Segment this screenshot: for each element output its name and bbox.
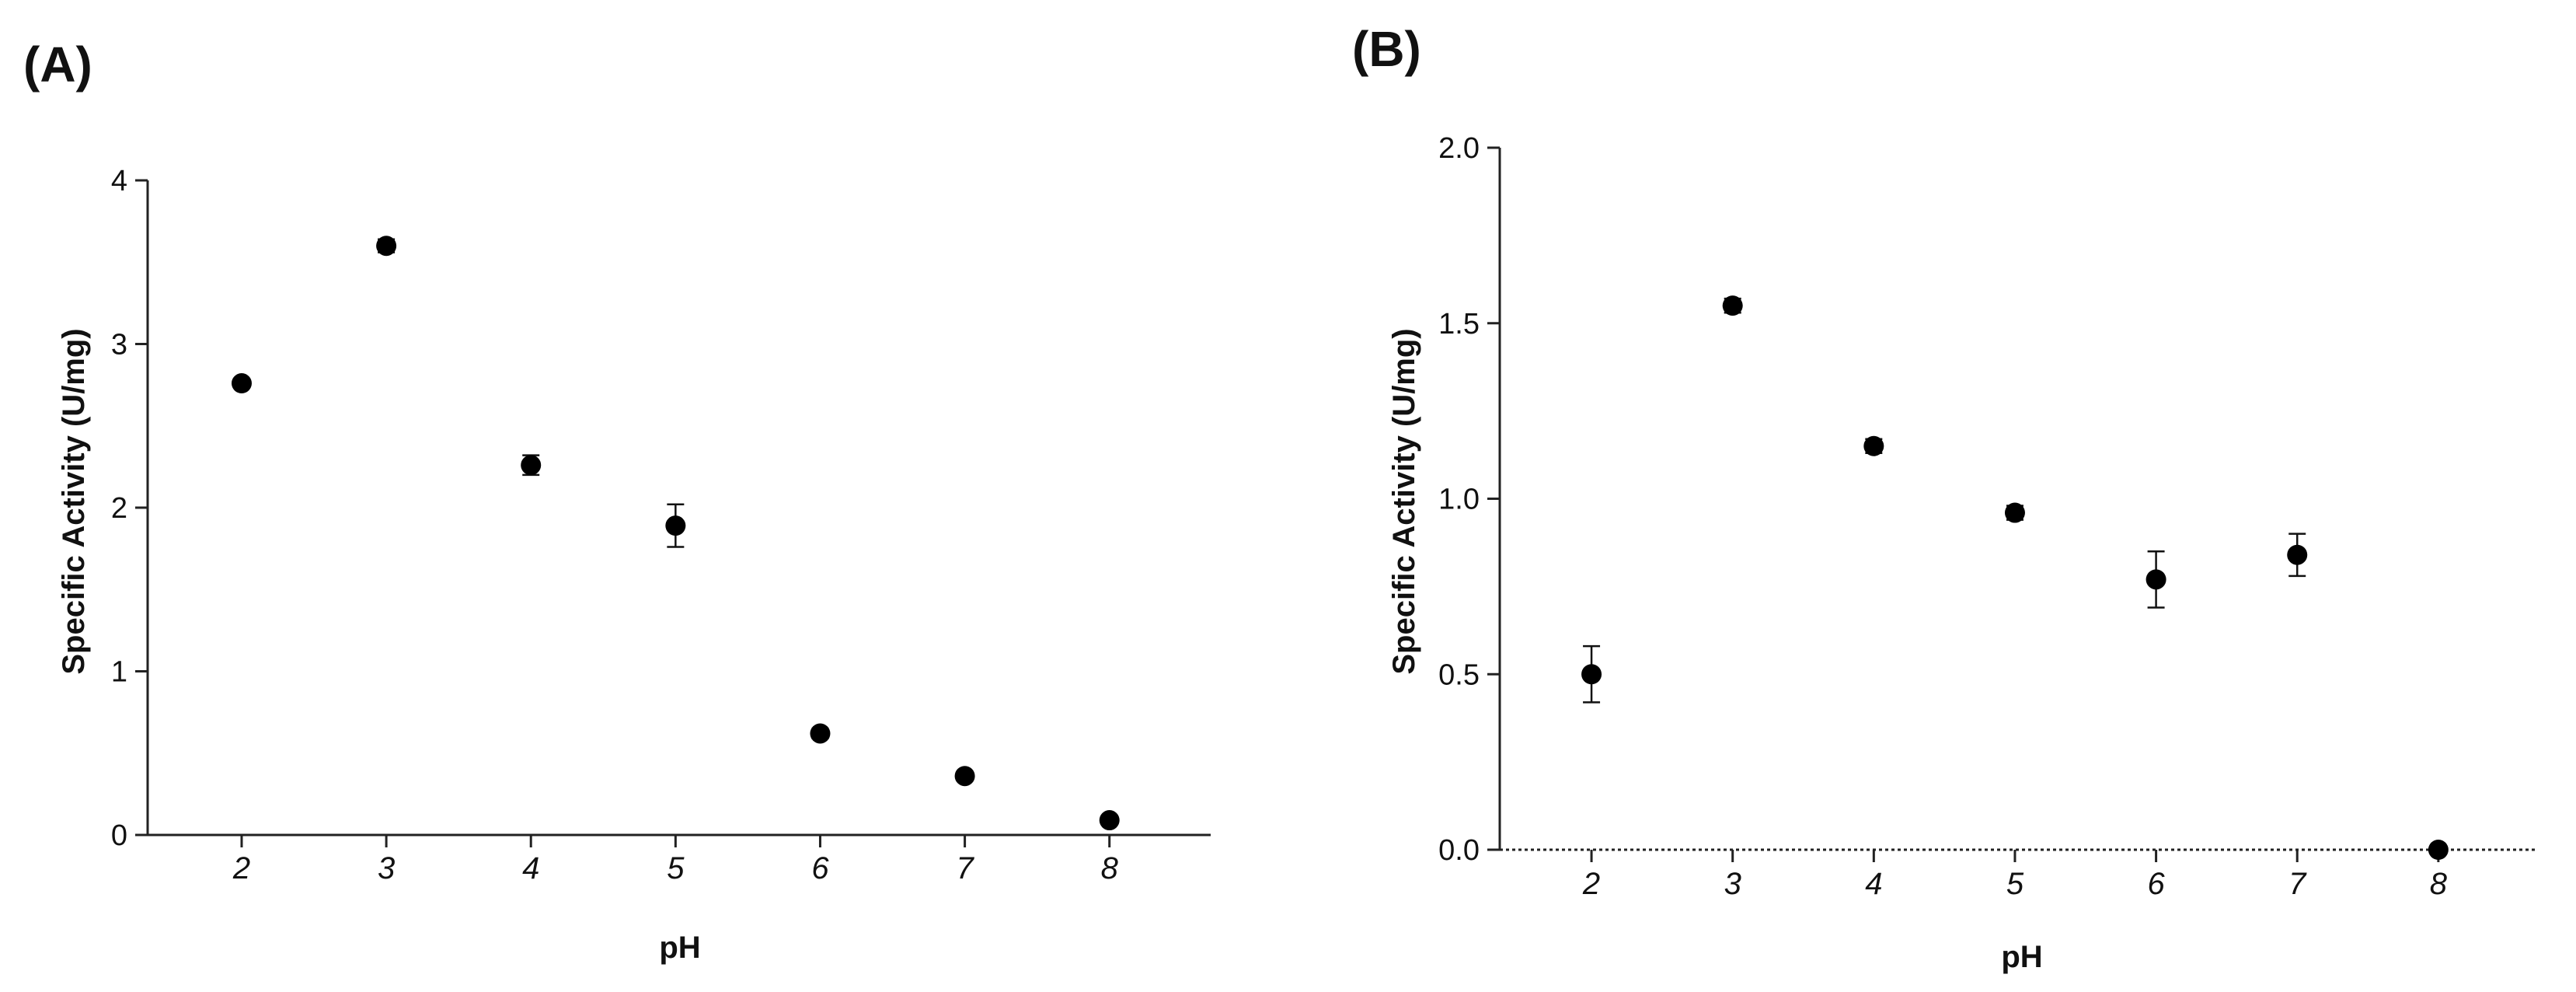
panel-b-x-tick-label: 2 — [1582, 867, 1600, 901]
panel-b-data-point — [1581, 664, 1602, 685]
panel-b-y-tick-label: 0.0 — [1438, 834, 1480, 867]
panel-a-data-point — [376, 236, 397, 257]
panel-a-x-tick-label: 2 — [232, 851, 250, 885]
panel-b-x-ticks: 2 3 4 5 6 7 8 — [1582, 850, 2448, 901]
panel-a-data-point — [665, 515, 686, 536]
panel-b-x-tick-label: 6 — [2147, 867, 2165, 901]
panel-b-x-tick-label: 5 — [2006, 867, 2024, 901]
panel-b-x-tick-label: 3 — [1724, 867, 1741, 901]
panel-b-data-point — [2428, 840, 2449, 860]
panel-b-chart: (B) Specific Activity (U/mg) pH 0.0 0.5 1.… — [1352, 21, 2537, 974]
panel-b-x-tick-label: 8 — [2430, 867, 2448, 901]
panel-a-y-axis-title: Specific Activity (U/mg) — [57, 328, 91, 674]
panel-a-x-ticks: 2 3 4 5 6 7 8 — [232, 835, 1119, 885]
panel-a-y-tick-label: 3 — [111, 329, 127, 362]
panel-a-y-tick-label: 2 — [111, 492, 127, 525]
panel-b-x-tick-label: 7 — [2288, 867, 2307, 901]
panel-a-data-point — [231, 373, 252, 394]
panel-a-y-tick-label: 1 — [111, 656, 127, 689]
panel-b-data-points — [1581, 295, 2449, 860]
panel-a-data-point — [810, 723, 831, 744]
panel-b-y-tick-label: 0.5 — [1438, 658, 1480, 691]
panel-a-x-axis-title: pH — [659, 931, 700, 965]
panel-b-y-ticks: 0.0 0.5 1.0 1.5 2.0 — [1438, 132, 1500, 867]
panel-b-y-tick-label: 1.0 — [1438, 484, 1480, 516]
panel-b-data-point — [2287, 544, 2308, 565]
panel-a-x-tick-label: 3 — [378, 851, 395, 885]
panel-b-x-axis-title: pH — [2001, 940, 2042, 974]
panel-b-data-point — [1722, 295, 1743, 316]
panel-a-data-point — [521, 455, 542, 476]
panel-a-x-tick-label: 8 — [1101, 851, 1119, 885]
panel-a-x-tick-label: 6 — [811, 851, 829, 885]
panel-a-label: (A) — [23, 37, 92, 93]
panel-b-data-point — [1863, 435, 1884, 456]
panel-a-y-tick-label: 4 — [111, 165, 127, 197]
panel-a-data-points — [231, 236, 1120, 831]
panel-a-x-tick-label: 7 — [956, 851, 974, 885]
panel-b-y-axis-title: Specific Activity (U/mg) — [1387, 328, 1421, 674]
panel-b-label: (B) — [1352, 21, 1421, 77]
panel-b-data-point — [2004, 502, 2025, 523]
panel-a-y-tick-label: 0 — [111, 819, 127, 852]
panel-a-x-tick-label: 5 — [667, 851, 685, 885]
panel-a-y-ticks: 0 1 2 3 4 — [111, 165, 148, 852]
panel-b-y-tick-label: 1.5 — [1438, 308, 1480, 341]
panel-b-x-tick-label: 4 — [1865, 867, 1882, 901]
panel-a-chart: (A) Specific Activity (U/mg) pH 0 1 2 3 4 2 3… — [23, 37, 1211, 965]
panel-b-y-tick-label: 2.0 — [1438, 132, 1480, 165]
panel-a-x-tick-label: 4 — [522, 851, 539, 885]
panel-b-data-point — [2146, 569, 2166, 590]
panel-a-data-point — [1099, 810, 1120, 831]
panel-a-data-point — [954, 766, 975, 787]
